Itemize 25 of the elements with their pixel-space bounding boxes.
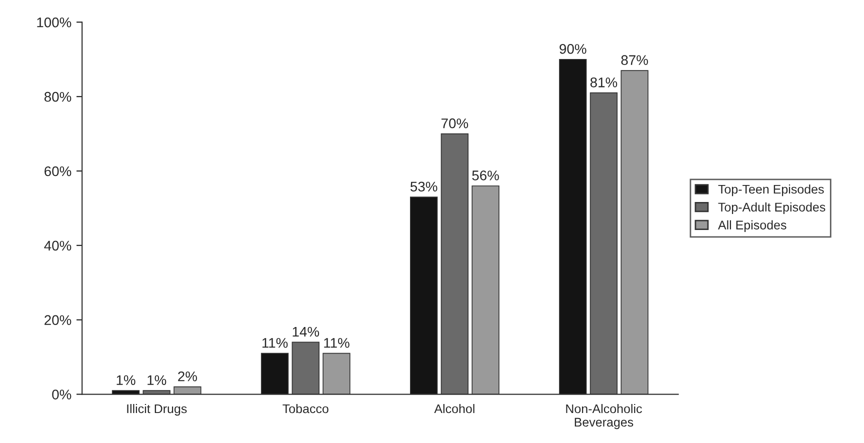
text: 2% — [178, 371, 197, 382]
y-tick-label: 20% — [44, 315, 72, 326]
x-tick-label: Illicit Drugs — [127, 404, 187, 416]
text: 11% — [262, 338, 288, 348]
text: 87% — [621, 55, 648, 66]
y-tick-label: 60% — [44, 166, 72, 176]
text: 90% — [560, 44, 586, 54]
x-tick-label: Tobacco — [282, 404, 328, 414]
y-tick-label: 40% — [44, 240, 72, 251]
y-tick-label: 0% — [52, 390, 72, 400]
text: 53% — [410, 182, 438, 192]
y-tick-label: 80% — [44, 92, 72, 102]
x-tick-label: Non-Alcoholic Beverages — [566, 404, 642, 430]
legend-label: All Episodes — [718, 220, 786, 232]
text: 14% — [292, 326, 320, 337]
text: 70% — [441, 118, 468, 128]
x-tick-label: Alcohol — [434, 404, 474, 414]
y-tick-label: 100% — [37, 17, 72, 28]
text: 81% — [590, 77, 618, 88]
text: 1% — [148, 375, 166, 385]
text: 56% — [472, 170, 499, 180]
text: 1% — [116, 375, 136, 385]
legend-label: Top-Adult Episodes — [718, 202, 826, 214]
legend-label: Top-Teen Episodes — [718, 184, 824, 196]
text: 11% — [324, 338, 350, 348]
